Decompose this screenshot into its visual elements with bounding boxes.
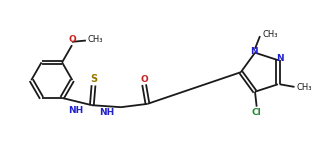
- Text: O: O: [68, 35, 76, 44]
- Text: Cl: Cl: [252, 108, 262, 117]
- Text: CH₃: CH₃: [88, 35, 103, 44]
- Text: N: N: [276, 54, 284, 63]
- Text: NH: NH: [68, 106, 83, 115]
- Text: NH: NH: [99, 108, 114, 117]
- Text: CH₃: CH₃: [262, 30, 278, 39]
- Text: CH₃: CH₃: [297, 83, 312, 92]
- Text: O: O: [141, 75, 149, 84]
- Text: S: S: [90, 74, 97, 84]
- Text: N: N: [250, 47, 258, 56]
